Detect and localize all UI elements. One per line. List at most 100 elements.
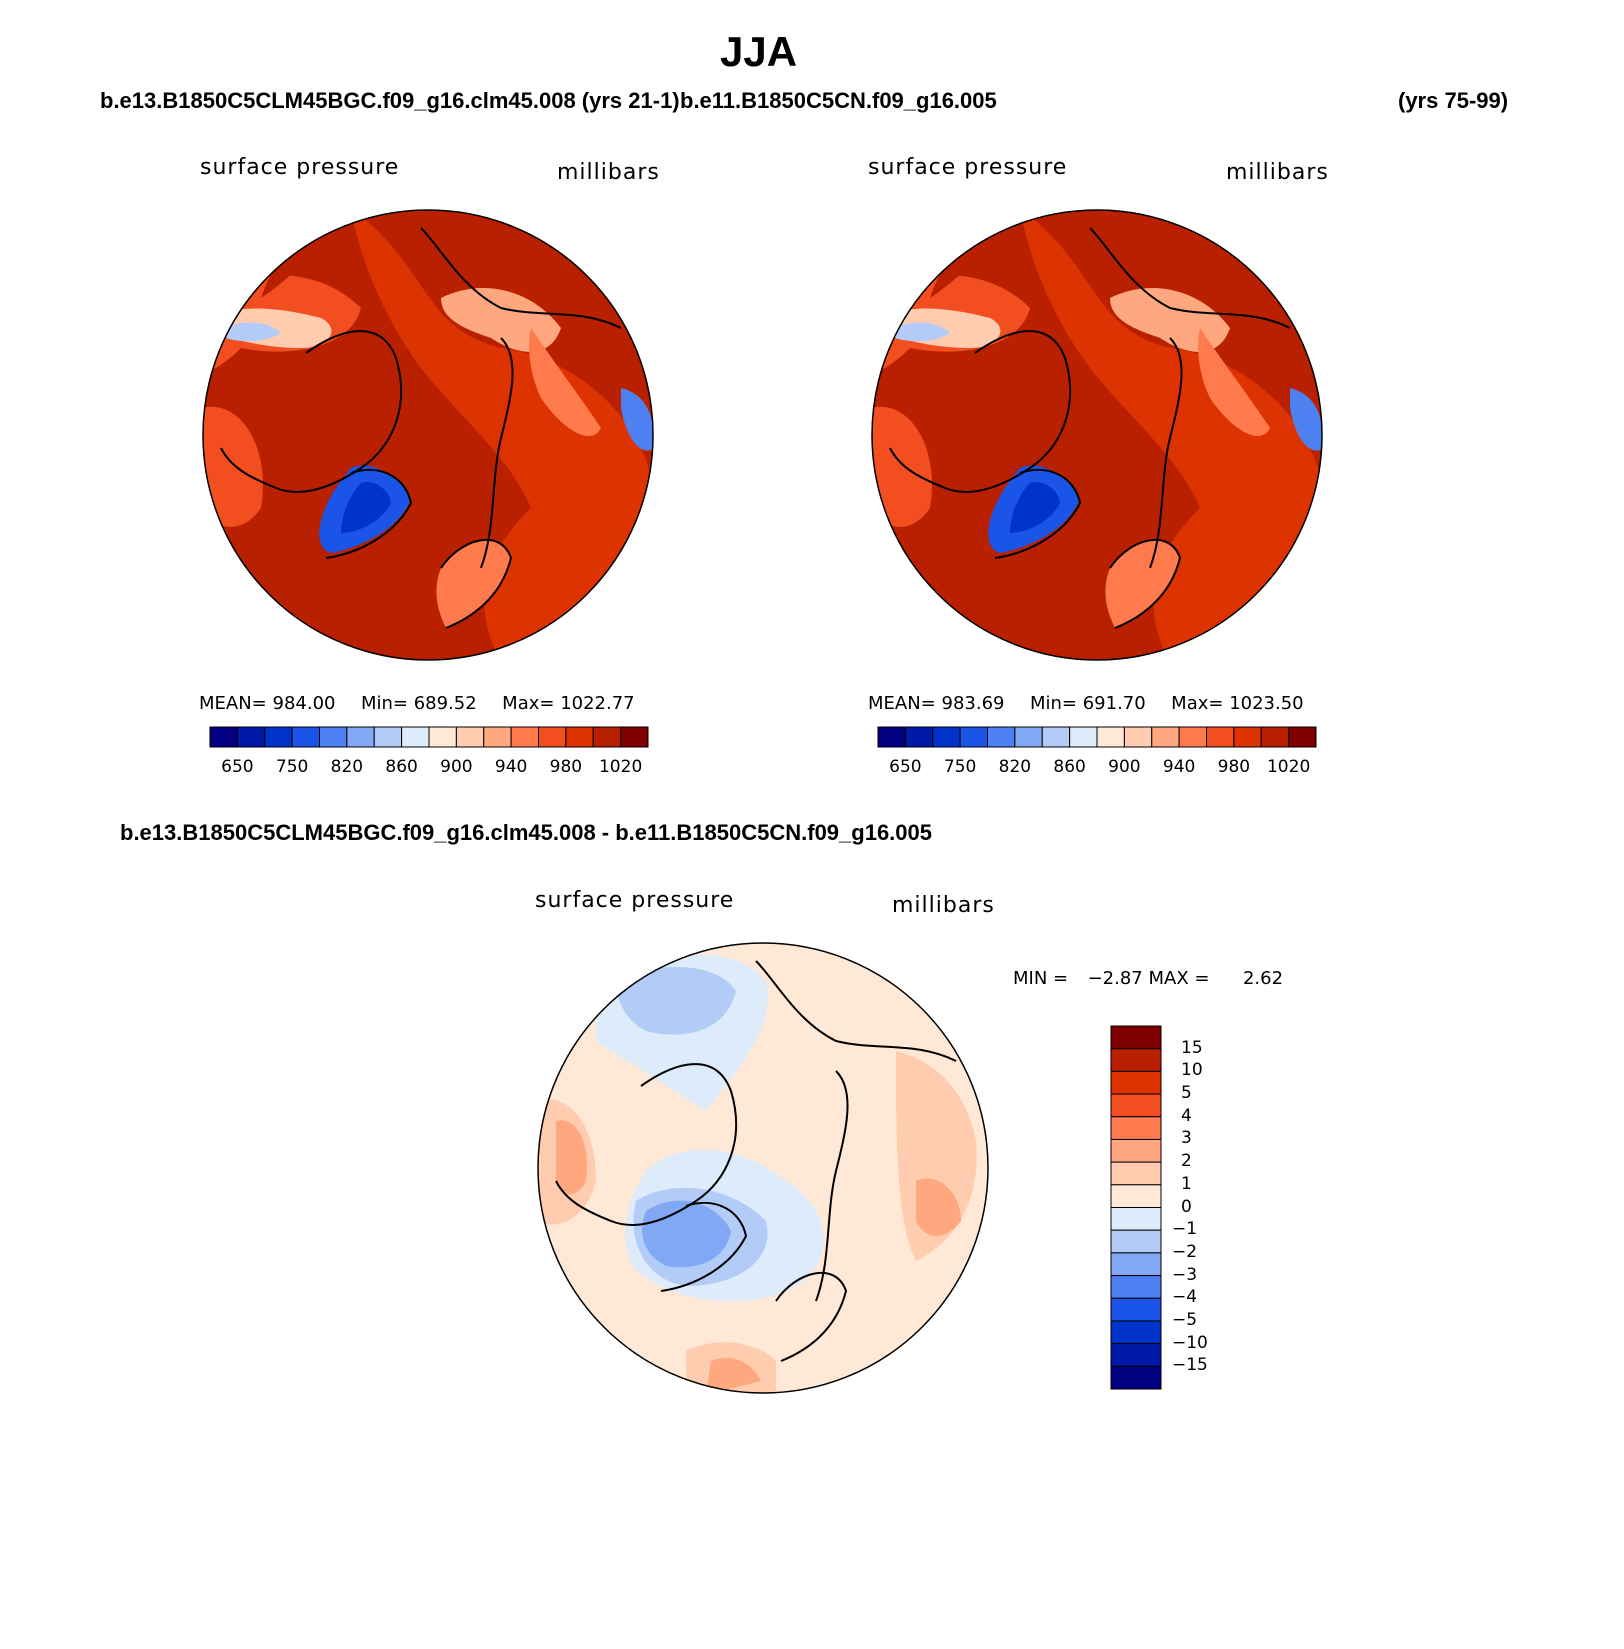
colorbar-swatch xyxy=(1041,726,1071,748)
colorbar-swatch xyxy=(483,726,512,748)
colorbar-tick-label: 1020 xyxy=(598,757,643,777)
colorbar-swatch xyxy=(1110,1048,1162,1072)
colorbar-swatch xyxy=(428,726,457,748)
right-mean-value: 983.69 xyxy=(941,693,1005,714)
diff-max-value: 2.62 xyxy=(1242,968,1284,989)
diff-polar-map xyxy=(537,942,989,1394)
colorbar-tick-label: 650 xyxy=(221,757,254,777)
colorbar-tick-label: 5 xyxy=(1181,1083,1192,1104)
colorbar-swatch xyxy=(877,726,906,748)
colorbar-swatch xyxy=(236,726,266,748)
colorbar-swatch xyxy=(1069,726,1098,748)
colorbar-swatch xyxy=(538,726,567,748)
colorbar-swatch xyxy=(932,726,961,748)
colorbar-swatch xyxy=(620,726,649,748)
colorbar-swatch xyxy=(565,726,594,748)
colorbar-tick-label: 10 xyxy=(1181,1060,1203,1081)
colorbar-swatch xyxy=(455,726,485,748)
left-colorbar xyxy=(209,726,649,748)
colorbar-tick-label: 900 xyxy=(1108,757,1141,777)
colorbar-swatch xyxy=(1178,726,1207,748)
colorbar-tick-label: 650 xyxy=(889,757,922,777)
colorbar-swatch xyxy=(1110,1070,1162,1095)
right-max-label: Max= xyxy=(1171,693,1224,714)
colorbar-swatch xyxy=(1110,1229,1162,1254)
colorbar-swatch xyxy=(1110,1297,1162,1322)
colorbar-tick-label: −4 xyxy=(1172,1287,1198,1308)
colorbar-tick-label: 820 xyxy=(330,757,364,777)
colorbar-swatch xyxy=(264,726,293,748)
colorbar-swatch xyxy=(319,726,348,748)
difference-title: b.e13.B1850C5CLM45BGC.f09_g16.clm45.008 … xyxy=(120,820,933,845)
right-units-label: millibars xyxy=(1226,160,1329,185)
diff-min-value: −2.87 xyxy=(1087,968,1143,989)
left-mean-value: 984.00 xyxy=(272,693,336,714)
diff-min-label: MIN = xyxy=(1013,968,1069,989)
left-max-value: 1022.77 xyxy=(560,693,635,714)
case-right-years: (yrs 75-99) xyxy=(1398,88,1509,113)
page-title: JJA xyxy=(720,28,798,75)
colorbar-tick-label: 1 xyxy=(1181,1173,1192,1194)
colorbar-tick-label: −1 xyxy=(1172,1219,1198,1240)
colorbar-tick-label: 820 xyxy=(998,757,1032,777)
colorbar-tick-label: 940 xyxy=(1162,757,1196,777)
case-right-title: b.e11.B1850C5CN.f09_g16.005 xyxy=(680,88,997,113)
colorbar-swatch xyxy=(346,726,375,748)
colorbar-swatch xyxy=(510,726,539,748)
colorbar-swatch xyxy=(1151,726,1180,748)
colorbar-tick-label: 750 xyxy=(275,757,309,777)
diff-colorbar-labels: 15 10 5 4 3 2 1 0 −1 −2 −3 −4 −5 −10 −15 xyxy=(1172,1025,1232,1390)
diff-colorbar xyxy=(1110,1025,1162,1390)
colorbar-swatch xyxy=(1110,1116,1162,1140)
right-stats: MEAN= 983.69 Min= 691.70 Max= 1023.50 xyxy=(868,693,1304,714)
colorbar-tick-label: 750 xyxy=(943,757,977,777)
diff-stats: MIN = −2.87 MAX = 2.62 xyxy=(1013,968,1283,989)
left-mean-label: MEAN= xyxy=(199,693,267,714)
colorbar-tick-label: 2 xyxy=(1181,1151,1192,1172)
left-max-label: Max= xyxy=(502,693,555,714)
colorbar-tick-label: 940 xyxy=(494,757,528,777)
colorbar-swatch xyxy=(1110,1275,1162,1299)
left-polar-map xyxy=(202,209,654,661)
colorbar-swatch xyxy=(1110,1343,1162,1367)
colorbar-tick-label: 900 xyxy=(440,757,473,777)
left-variable-label: surface pressure xyxy=(200,155,400,180)
colorbar-tick-label: −5 xyxy=(1172,1309,1198,1330)
colorbar-swatch xyxy=(373,726,403,748)
colorbar-tick-label: 4 xyxy=(1181,1105,1192,1126)
colorbar-swatch xyxy=(904,726,934,748)
colorbar-tick-label: 860 xyxy=(385,757,418,777)
colorbar-tick-label: 980 xyxy=(549,757,583,777)
colorbar-swatch xyxy=(1110,1138,1162,1163)
left-colorbar-labels: 650 750 820 860 900 940 980 1020 xyxy=(209,757,649,779)
colorbar-tick-label: 15 xyxy=(1181,1037,1203,1058)
colorbar-swatch xyxy=(1110,1025,1162,1050)
colorbar-swatch xyxy=(959,726,988,748)
colorbar-tick-label: 980 xyxy=(1217,757,1251,777)
case-left-title: b.e13.B1850C5CLM45BGC.f09_g16.clm45.008 … xyxy=(100,88,680,113)
colorbar-tick-label: −10 xyxy=(1172,1332,1208,1353)
colorbar-swatch xyxy=(987,726,1016,748)
colorbar-swatch xyxy=(1260,726,1290,748)
colorbar-swatch xyxy=(291,726,320,748)
colorbar-swatch xyxy=(1096,726,1125,748)
colorbar-swatch xyxy=(1123,726,1153,748)
colorbar-swatch xyxy=(1110,1252,1162,1277)
left-min-value: 689.52 xyxy=(413,693,477,714)
colorbar-swatch xyxy=(1110,1320,1162,1345)
colorbar-tick-label: 3 xyxy=(1181,1128,1192,1149)
left-stats: MEAN= 984.00 Min= 689.52 Max= 1022.77 xyxy=(199,693,635,714)
right-min-value: 691.70 xyxy=(1082,693,1146,714)
colorbar-swatch xyxy=(1288,726,1317,748)
colorbar-tick-label: −2 xyxy=(1172,1241,1198,1262)
colorbar-tick-label: 860 xyxy=(1053,757,1086,777)
diff-variable-label: surface pressure xyxy=(535,888,735,913)
colorbar-tick-label: 0 xyxy=(1181,1196,1192,1217)
right-mean-label: MEAN= xyxy=(868,693,936,714)
left-units-label: millibars xyxy=(557,160,660,185)
right-colorbar-labels: 650 750 820 860 900 940 980 1020 xyxy=(877,757,1317,779)
colorbar-swatch xyxy=(401,726,430,748)
colorbar-swatch xyxy=(592,726,622,748)
colorbar-tick-label: 1020 xyxy=(1266,757,1311,777)
colorbar-swatch xyxy=(1110,1093,1162,1118)
